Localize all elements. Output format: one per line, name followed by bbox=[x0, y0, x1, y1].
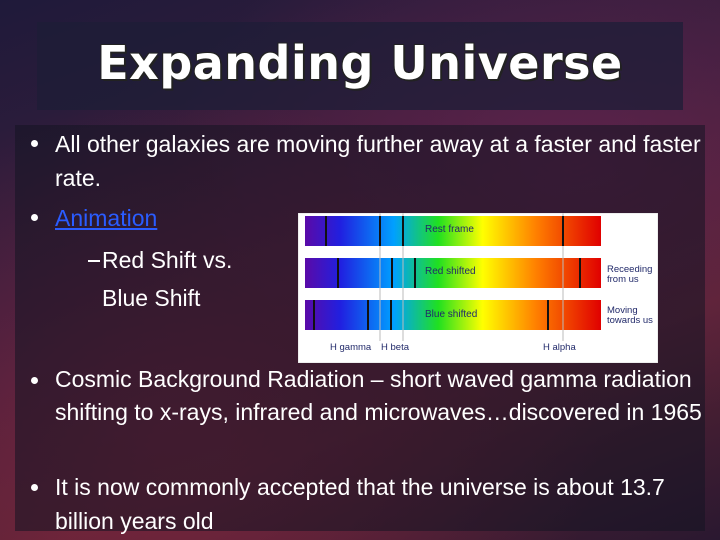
sub-bullet-text: Red Shift vs. Blue Shift bbox=[102, 247, 233, 311]
bullet-text: Animation bbox=[55, 201, 157, 235]
bullet-dot bbox=[31, 377, 38, 384]
row-note: Receeding from us bbox=[607, 264, 653, 285]
bullet-dot bbox=[31, 140, 38, 147]
bullet-dot bbox=[31, 214, 38, 221]
title-box bbox=[37, 22, 683, 110]
row-label: Blue shifted bbox=[425, 309, 478, 320]
axis-label: H alpha bbox=[543, 342, 576, 353]
row-label: Red shifted bbox=[425, 266, 476, 277]
spectrum-figure: Rest frame Red shifted Blue shifted Rece… bbox=[298, 213, 658, 363]
sub-dash bbox=[88, 260, 100, 262]
spectrum-bars bbox=[305, 216, 601, 330]
bullet-text: Cosmic Background Radiation – short wave… bbox=[55, 366, 702, 425]
slide-title: Expanding Universe bbox=[97, 36, 623, 90]
bullet-text: It is now commonly accepted that the uni… bbox=[55, 474, 665, 534]
absorption-lines bbox=[313, 216, 581, 330]
axis-label: H beta bbox=[381, 342, 409, 353]
bullet-dot bbox=[31, 484, 38, 491]
row-label: Rest frame bbox=[425, 224, 474, 235]
spectrum-drawing bbox=[298, 213, 658, 363]
animation-link[interactable]: Animation bbox=[55, 205, 158, 231]
row-note: Moving towards us bbox=[607, 305, 653, 326]
axis-label: H gamma bbox=[330, 342, 372, 353]
bullet-text: All other galaxies are moving further aw… bbox=[55, 131, 701, 191]
